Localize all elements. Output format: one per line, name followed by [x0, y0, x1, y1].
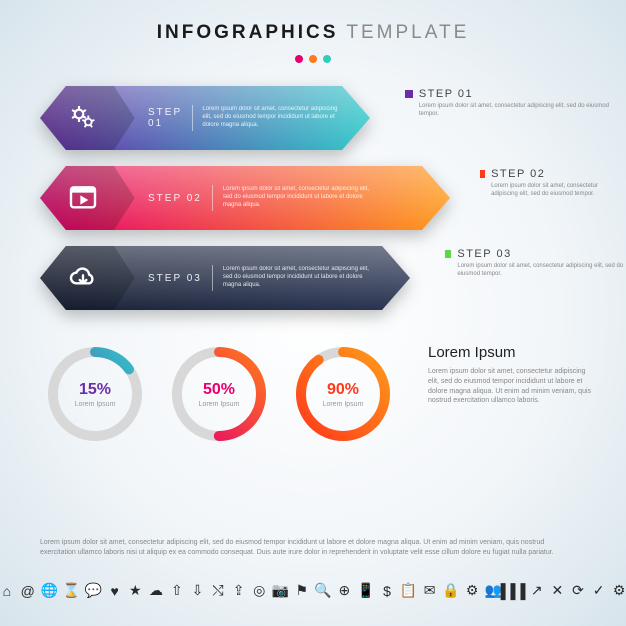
- flag-icon: ⚑: [295, 583, 309, 598]
- dollar-icon: $: [380, 583, 394, 598]
- mail-icon: ✉: [423, 583, 437, 598]
- donut-pct: 15%: [79, 381, 111, 399]
- clipboard-icon: 📋: [401, 583, 416, 598]
- donut-side-title: Lorem Ipsum: [428, 344, 598, 361]
- page-title: INFOGRAPHICS TEMPLATE: [0, 0, 626, 44]
- side-label-sub: Lorem ipsum dolor sit amet, consectetur …: [491, 183, 626, 199]
- donut-sub: Lorem Ipsum: [199, 401, 240, 408]
- donut-side-text: Lorem Ipsum Lorem ipsum dolor sit amet, …: [428, 344, 598, 406]
- side-label-sub: Lorem ipsum dolor sit amet, consectetur …: [457, 263, 626, 279]
- side-step-label: STEP 03 Lorem ipsum dolor sit amet, conse…: [445, 248, 626, 279]
- home-icon: ⌂: [0, 583, 14, 598]
- gears-icon: [48, 86, 118, 150]
- side-label-text: STEP 01: [419, 88, 626, 100]
- side-label-text: STEP 03: [457, 248, 626, 260]
- refresh-icon: ⟳: [571, 583, 585, 598]
- title-dot: [295, 55, 303, 63]
- donut-chart: 15% Lorem Ipsum: [40, 344, 150, 444]
- side-label-text: STEP 02: [491, 168, 626, 180]
- at-icon: @: [21, 583, 35, 598]
- donut-sub: Lorem Ipsum: [323, 401, 364, 408]
- footer-paragraph: Lorem ipsum dolor sit amet, consectetur …: [40, 538, 580, 558]
- donut-chart: 50% Lorem Ipsum: [164, 344, 274, 444]
- title-dot: [323, 55, 331, 63]
- group-icon: 👥: [486, 583, 501, 598]
- hourglass-icon: ⌛: [64, 583, 79, 598]
- cloud-icon: ☁: [149, 583, 163, 598]
- icon-strip: ⌂ @ 🌐 ⌛ 💬 ♥ ★ ☁ ⇧ ⇩ ⤭ ⇪ ◎ 📷 ⚑ 🔍 ⊕ 📱 $ 📋 ✉ 🔒 ⚙ 👥 ▌▌▌ ↗ ✕ ⟳ ✓ ⚙: [0, 583, 626, 598]
- arrow-step-label: STEP 01: [148, 107, 182, 129]
- cross-icon: ✕: [551, 583, 565, 598]
- arrow-lorem: Lorem ipsum dolor sit amet, consectetur …: [223, 186, 373, 209]
- step-color-square: [480, 170, 485, 178]
- cloud-up-icon: ⇧: [170, 583, 184, 598]
- phone-icon: 📱: [358, 583, 373, 598]
- step-color-square: [445, 250, 451, 258]
- donut-side-body: Lorem ipsum dolor sit amet, consectetur …: [428, 367, 598, 406]
- title-suffix: TEMPLATE: [346, 22, 469, 43]
- side-step-label: STEP 02 Lorem ipsum dolor sit amet, conse…: [480, 168, 626, 199]
- window-play-icon: [48, 166, 118, 230]
- cloud-down-icon: [48, 246, 118, 310]
- cloud-down-icon: ⇩: [191, 583, 205, 598]
- donut-section: 15% Lorem Ipsum 50% Lorem Ipsum 90% Lore…: [40, 344, 626, 444]
- donut-pct: 50%: [203, 381, 235, 399]
- bars-icon: ▌▌▌: [508, 583, 523, 598]
- trend-icon: ↗: [530, 583, 544, 598]
- arrow-step-label: STEP 03: [148, 273, 202, 284]
- shuffle-icon: ⤭: [211, 583, 225, 598]
- arrow-lorem: Lorem ipsum dolor sit amet, consectetur …: [202, 106, 344, 129]
- title-dots: [0, 50, 626, 68]
- zoom-icon: ⊕: [338, 583, 352, 598]
- search-icon: 🔍: [316, 583, 331, 598]
- donut-chart: 90% Lorem Ipsum: [288, 344, 398, 444]
- wifi-icon: ⚙: [612, 583, 626, 598]
- lock-icon: 🔒: [443, 583, 458, 598]
- title-dot: [309, 55, 317, 63]
- star-icon: ★: [128, 583, 142, 598]
- side-step-label: STEP 01 Lorem ipsum dolor sit amet, conse…: [405, 88, 626, 119]
- donut-pct: 90%: [327, 381, 359, 399]
- chat-icon: 💬: [86, 583, 101, 598]
- camera-icon: 📷: [273, 583, 288, 598]
- side-label-sub: Lorem ipsum dolor sit amet, consectetur …: [419, 103, 626, 119]
- arrow-section: STEP 01 Lorem ipsum dolor sit amet, conse…: [0, 86, 626, 326]
- arrow-step-label: STEP 02: [148, 193, 202, 204]
- globe-icon: 🌐: [42, 583, 57, 598]
- title-prefix: INFOGRAPHICS: [157, 22, 339, 43]
- heart-icon: ♥: [108, 583, 122, 598]
- target-icon: ◎: [252, 583, 266, 598]
- share-icon: ⇪: [232, 583, 246, 598]
- check-icon: ✓: [592, 583, 606, 598]
- arrow-lorem: Lorem ipsum dolor sit amet, consectetur …: [223, 266, 373, 289]
- donut-sub: Lorem Ipsum: [75, 401, 116, 408]
- gear-icon: ⚙: [465, 583, 479, 598]
- step-color-square: [405, 90, 413, 98]
